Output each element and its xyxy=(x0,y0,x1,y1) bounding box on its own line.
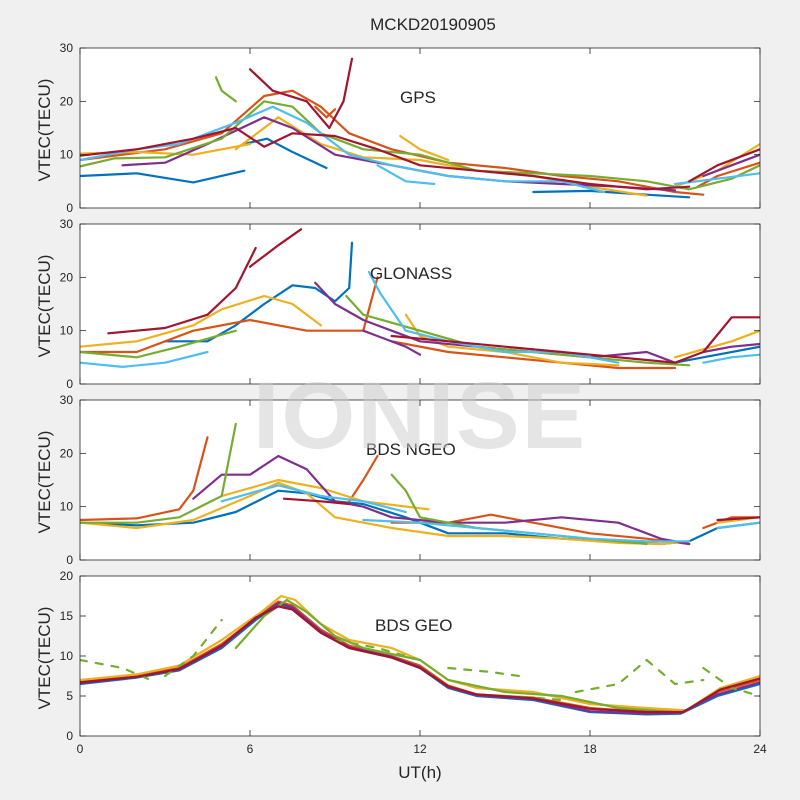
x-tick-label: 24 xyxy=(753,742,767,756)
series-line-12 xyxy=(645,658,705,686)
series-line-6 xyxy=(163,618,223,678)
x-tick-label: 18 xyxy=(583,742,597,756)
watermark: IONISE xyxy=(253,363,587,469)
series-line-18 xyxy=(80,126,691,191)
series-line-6 xyxy=(80,481,691,546)
y-tick-label: 0 xyxy=(66,201,73,215)
series-line-7 xyxy=(234,598,677,714)
series-line-10 xyxy=(503,694,563,702)
panel-label: GLONASS xyxy=(370,264,452,283)
y-tick-label: 20 xyxy=(60,94,74,108)
panel-4: 0 5 10 15 20 0 6 12 18 24 VTEC(TECU) BDS GEO UT(h) xyxy=(35,569,767,782)
series-line-2 xyxy=(673,345,760,364)
panel-label: BDS GEO xyxy=(375,616,452,635)
y-tick-label: 30 xyxy=(60,41,74,55)
y-axis-label: VTEC(TECU) xyxy=(35,255,54,358)
plot-area xyxy=(80,224,760,384)
series-line-12 xyxy=(220,484,407,514)
y-tick-label: 20 xyxy=(60,446,74,460)
x-tick-label: 12 xyxy=(413,742,427,756)
y-tick-label: 5 xyxy=(66,689,73,703)
y-tick-label: 30 xyxy=(60,393,74,407)
series-group xyxy=(80,57,760,199)
series-line-3 xyxy=(532,189,691,199)
y-tick-label: 0 xyxy=(66,729,73,743)
series-line-6 xyxy=(404,313,620,367)
y-tick-label: 15 xyxy=(60,609,74,623)
series-line-16 xyxy=(716,516,760,522)
series-line-11 xyxy=(574,658,648,694)
series-line-16 xyxy=(376,164,436,186)
series-line-13 xyxy=(80,100,760,191)
series-line-9 xyxy=(192,454,691,546)
series-line-14 xyxy=(214,76,237,103)
series-line-11 xyxy=(80,329,237,359)
series-group xyxy=(80,422,760,546)
y-axis-label: VTEC(TECU) xyxy=(35,79,54,182)
x-tick-label: 6 xyxy=(247,742,254,756)
series-line-12 xyxy=(702,153,760,178)
panel-2: 0 10 20 30 VTEC(TECU) GLONASS xyxy=(35,217,761,391)
series-line-19 xyxy=(248,57,354,130)
series-line-9 xyxy=(399,134,450,162)
series-line-18 xyxy=(390,316,760,364)
y-tick-label: 20 xyxy=(60,569,74,583)
y-tick-label: 10 xyxy=(60,148,74,162)
y-tick-label: 0 xyxy=(66,553,73,567)
y-tick-label: 30 xyxy=(60,217,74,231)
series-line-2 xyxy=(80,436,209,522)
series-line-14 xyxy=(80,605,760,714)
series-line-10 xyxy=(80,422,237,524)
y-axis-label: VTEC(TECU) xyxy=(35,431,54,534)
series-line-15 xyxy=(282,497,351,506)
panels: 0 10 20 30 VTEC(TECU) GPS 0 10 20 30 VTEC(TECU) GLO… xyxy=(35,41,767,782)
y-tick-label: 20 xyxy=(60,270,74,284)
y-tick-label: 10 xyxy=(60,500,74,514)
series-group xyxy=(80,594,760,716)
series-line-13 xyxy=(702,666,760,698)
x-tick-label: 0 xyxy=(77,742,84,756)
series-line-3 xyxy=(80,594,760,712)
series-line-13 xyxy=(362,518,691,543)
y-tick-label: 0 xyxy=(66,377,73,391)
series-line-12 xyxy=(345,294,691,367)
series-line-6 xyxy=(696,161,760,188)
x-axis-label: UT(h) xyxy=(398,763,441,782)
series-line-4 xyxy=(390,340,677,370)
panel-3: 0 10 20 30 VTEC(TECU) BDS NGEO xyxy=(35,393,761,567)
series-line-17 xyxy=(248,228,303,268)
series-line-15 xyxy=(80,105,606,194)
series-line-9 xyxy=(362,329,422,356)
series-line-3 xyxy=(348,454,379,503)
series-line-13 xyxy=(80,350,209,368)
series-line-16 xyxy=(107,246,257,335)
series-line-1 xyxy=(80,169,246,184)
series-line-7 xyxy=(220,478,430,511)
y-axis-label: VTEC(TECU) xyxy=(35,607,54,710)
series-line-15 xyxy=(702,353,760,364)
series-line-5 xyxy=(314,105,337,119)
series-line-4 xyxy=(80,89,705,196)
series-line-5 xyxy=(80,294,322,348)
panel-label: BDS NGEO xyxy=(366,440,456,459)
series-group xyxy=(80,228,760,370)
series-line-7 xyxy=(673,329,760,359)
y-tick-label: 10 xyxy=(60,324,74,338)
panel-label: GPS xyxy=(400,88,436,107)
y-tick-label: 10 xyxy=(60,649,74,663)
panel-1: 0 10 20 30 VTEC(TECU) GPS xyxy=(35,41,761,215)
series-line-10 xyxy=(702,342,760,354)
series-line-14 xyxy=(716,521,760,530)
series-line-20 xyxy=(688,148,760,183)
figure-title: MCKD20190905 xyxy=(370,15,496,34)
